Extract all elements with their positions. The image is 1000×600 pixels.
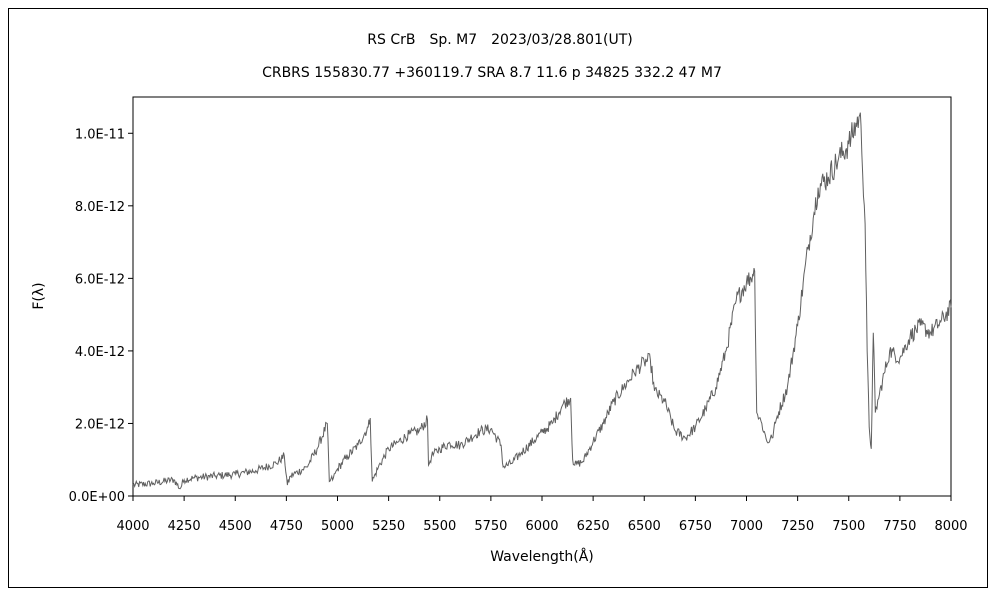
x-tick-label: 5500 — [423, 519, 456, 534]
x-tick-label: 7750 — [883, 519, 916, 534]
x-tick-label: 4750 — [270, 519, 303, 534]
series-group — [132, 112, 952, 490]
y-tick-label: 4.0E-12 — [75, 345, 125, 360]
x-tick-label: 7000 — [730, 519, 763, 534]
chart-title: RS CrB Sp. M7 2023/03/28.801(UT) — [367, 32, 632, 48]
x-tick-label: 7250 — [781, 519, 814, 534]
x-tick-label: 4500 — [219, 519, 252, 534]
x-axis-label: Wavelength(Å) — [490, 548, 594, 565]
y-tick-label: 8.0E-12 — [75, 200, 125, 215]
x-tick-label: 6750 — [679, 519, 712, 534]
x-axis: 4000 4250 4500 4750 5000 5250 5500 5750 6000 6250… — [116, 496, 968, 534]
x-tick-label: 5250 — [372, 519, 405, 534]
spectrum-line — [132, 112, 952, 490]
x-tick-label: 6000 — [525, 519, 558, 534]
y-tick-label: 6.0E-12 — [75, 272, 125, 287]
chart-frame — [8, 8, 988, 588]
x-tick-label: 6500 — [628, 519, 661, 534]
x-tick-label: 7500 — [832, 519, 865, 534]
x-tick-label: 5750 — [474, 519, 507, 534]
x-tick-label: 8000 — [934, 519, 967, 534]
y-tick-label: 0.0E+00 — [69, 490, 125, 505]
chart-subtitle: CRBRS 155830.77 +360119.7 SRA 8.7 11.6 p… — [262, 65, 722, 81]
y-tick-label: 1.0E-11 — [75, 127, 125, 142]
x-tick-label: 4000 — [116, 519, 149, 534]
y-tick-label: 2.0E-12 — [75, 417, 125, 432]
x-tick-label: 6250 — [577, 519, 610, 534]
x-tick-label: 5000 — [321, 519, 354, 534]
x-tick-label: 4250 — [168, 519, 201, 534]
y-axis-label: F(λ) — [31, 282, 47, 309]
plot-area — [132, 96, 952, 497]
y-axis: 0.0E+00 2.0E-12 4.0E-12 6.0E-12 8.0E-12 1.0E-… — [69, 127, 133, 505]
